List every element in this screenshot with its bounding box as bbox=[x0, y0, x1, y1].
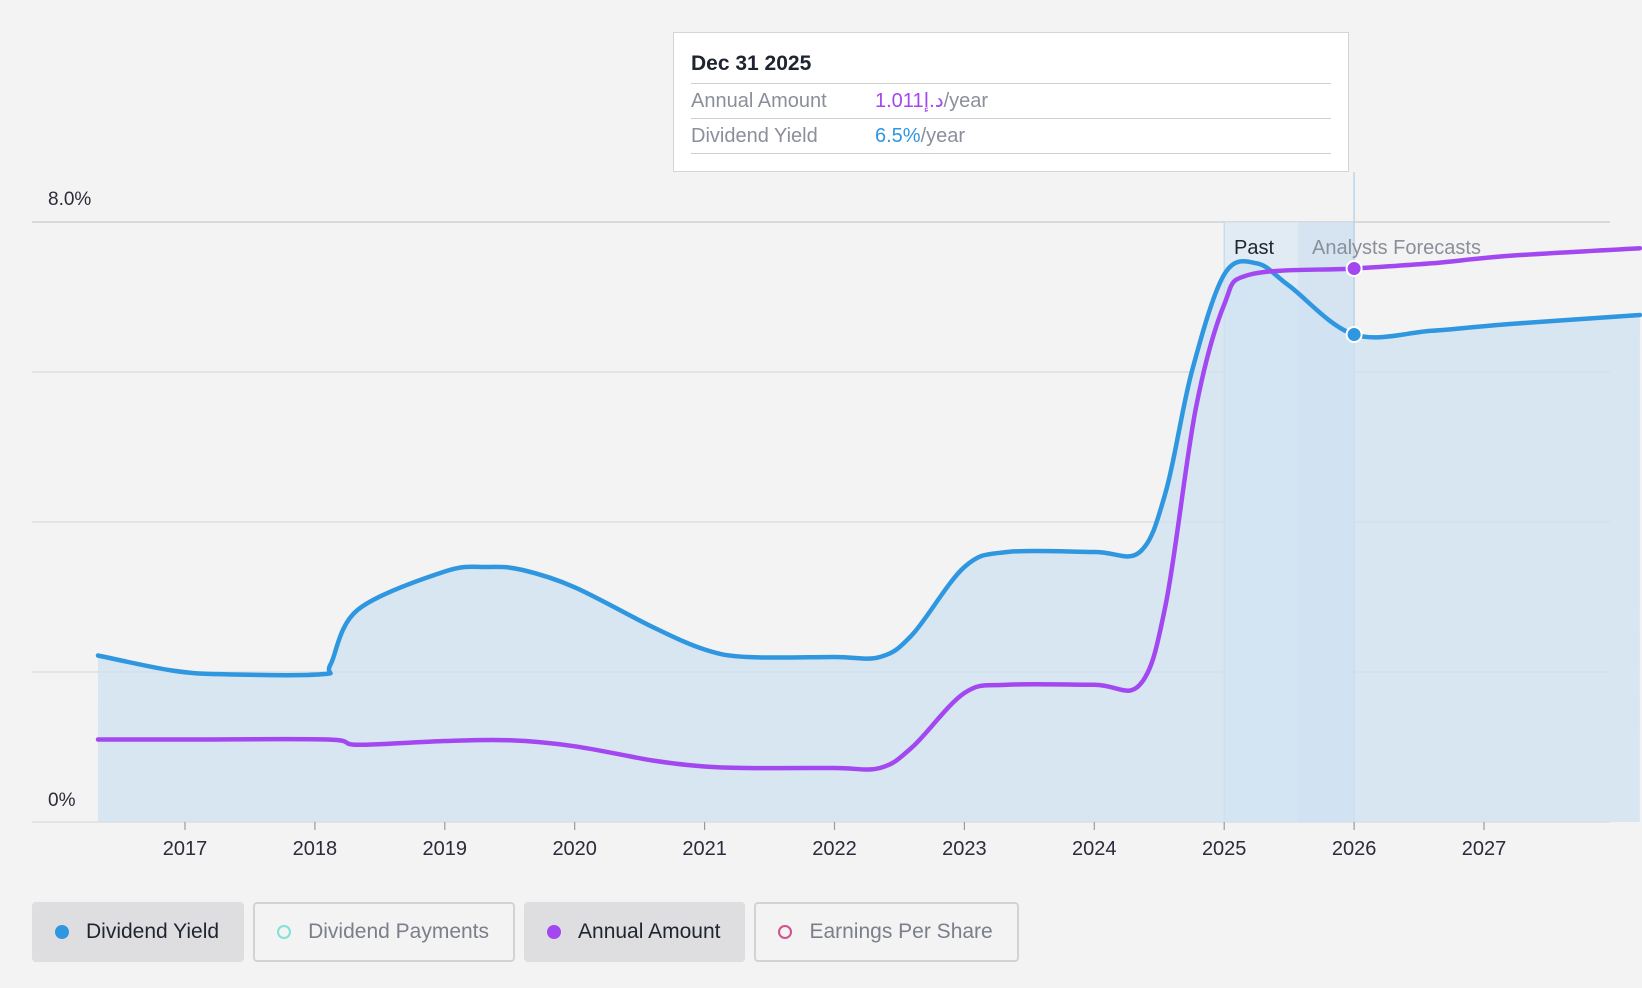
x-tick-label: 2022 bbox=[812, 838, 857, 860]
yield-area bbox=[97, 261, 1640, 822]
x-tick-label: 2018 bbox=[293, 838, 338, 860]
x-tick-label: 2019 bbox=[423, 838, 468, 860]
dividend-yield-line bbox=[95, 258, 1642, 678]
x-tick-label: 2017 bbox=[163, 838, 208, 860]
legend-annual-amount-dot-icon bbox=[547, 925, 562, 939]
tooltip-annual-amount-unit: /year bbox=[943, 90, 989, 112]
dividend-yield-marker bbox=[1345, 326, 1363, 343]
legend-dividend-yield-button[interactable]: Dividend Yield bbox=[32, 902, 245, 962]
x-tick-label: 2026 bbox=[1332, 838, 1377, 860]
tooltip-row-dividend-yield: Dividend Yield 6.5% /year bbox=[691, 119, 1331, 154]
legend-annual-amount-button[interactable]: Annual Amount bbox=[524, 902, 746, 962]
legend-earnings-per-share-dot-icon bbox=[778, 925, 793, 939]
dividend-yield-area bbox=[97, 261, 1640, 822]
x-tick-label: 2023 bbox=[942, 838, 987, 860]
legend-earnings-per-share-label: Earnings Per Share bbox=[809, 920, 993, 943]
series-lines bbox=[95, 246, 1642, 772]
x-tick-label: 2021 bbox=[682, 838, 727, 860]
tooltip-dividend-yield-unit: /year bbox=[920, 125, 966, 147]
x-tick-label: 2025 bbox=[1202, 838, 1247, 860]
y-axis-min-label: 0% bbox=[48, 790, 76, 811]
dividend-chart: 2017 2018 2019 2020 2021 2022 2023 2024 2025 2026… bbox=[32, 172, 1642, 860]
tooltip: Dec 31 2025 Annual Amount 1.011د.إ /year… bbox=[673, 32, 1349, 172]
tooltip-row-annual-amount: Annual Amount 1.011د.إ /year bbox=[691, 84, 1331, 119]
legend-dividend-payments-label: Dividend Payments bbox=[308, 920, 490, 943]
tooltip-markers bbox=[1345, 260, 1363, 343]
forecast-label: Analysts Forecasts bbox=[1312, 237, 1481, 259]
legend-dividend-payments-button[interactable]: Dividend Payments bbox=[253, 902, 516, 962]
legend-dividend-yield-dot-icon bbox=[55, 925, 69, 939]
tooltip-dividend-yield-label: Dividend Yield bbox=[691, 125, 818, 147]
y-axis-max-label: 8.0% bbox=[48, 189, 91, 210]
legend-dividend-yield-label: Dividend Yield bbox=[86, 920, 220, 943]
legend-dividend-payments-dot-icon bbox=[277, 925, 292, 939]
legend: Dividend Yield Dividend Payments Annual … bbox=[32, 902, 1019, 962]
x-tick-label: 2027 bbox=[1462, 838, 1507, 860]
x-tick-label: 2020 bbox=[552, 838, 597, 860]
legend-annual-amount-label: Annual Amount bbox=[578, 920, 721, 943]
x-tick-label: 2024 bbox=[1072, 838, 1117, 860]
tooltip-dividend-yield-value: 6.5% bbox=[875, 125, 921, 147]
tooltip-date: Dec 31 2025 bbox=[691, 49, 1331, 84]
tooltip-annual-amount-value: 1.011د.إ bbox=[875, 90, 944, 112]
x-axis: 2017 2018 2019 2020 2021 2022 2023 2024 2025 2026… bbox=[163, 822, 1507, 860]
annual-amount-marker bbox=[1345, 260, 1363, 277]
legend-earnings-per-share-button[interactable]: Earnings Per Share bbox=[754, 902, 1019, 962]
past-label: Past bbox=[1234, 237, 1274, 259]
annual-amount-line bbox=[95, 246, 1642, 772]
tooltip-annual-amount-label: Annual Amount bbox=[691, 90, 827, 112]
